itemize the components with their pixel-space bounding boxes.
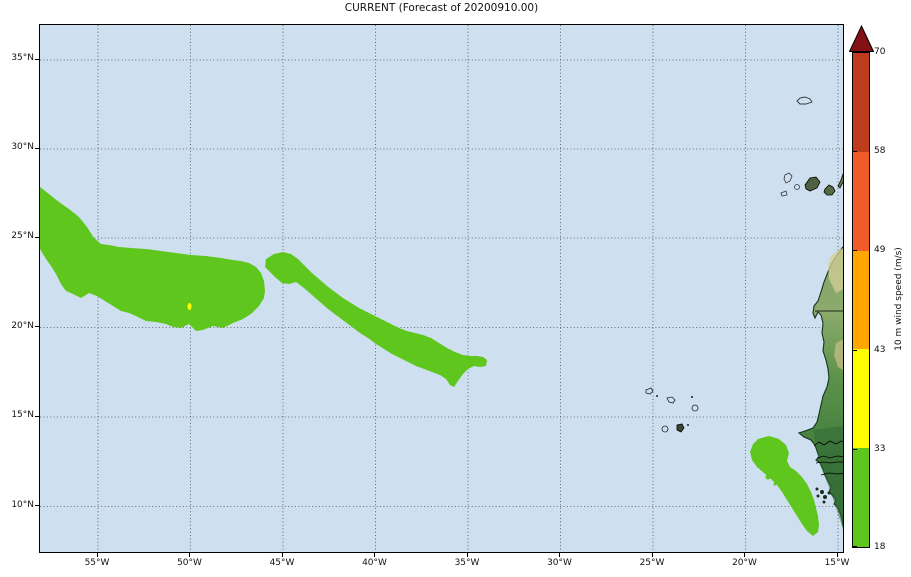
- colorbar-tick: [853, 349, 857, 351]
- y-tick-label: 35°N: [11, 53, 34, 63]
- cape-verde-island: [645, 387, 654, 395]
- figure-title: CURRENT (Forecast of 20200910.00): [344, 2, 539, 14]
- x-tick-label: 50°W: [177, 558, 202, 568]
- wind-blob-west: [40, 187, 265, 331]
- x-tick-label: 25°W: [639, 558, 665, 568]
- y-tick-label: 20°N: [11, 320, 34, 331]
- el-hierro-island: [780, 190, 788, 197]
- colorbar-over-arrow: [849, 25, 874, 52]
- cape-verde-islet: [656, 395, 658, 397]
- colorbar-tick: [853, 151, 857, 152]
- colorbar-axis-label: 10 m wind speed (m/s): [894, 247, 904, 351]
- y-axis-tick: [35, 58, 39, 60]
- wind-field-18-33: [40, 187, 819, 536]
- colorbar-segment-33-43: [853, 349, 869, 449]
- colorbar-tick-label: 43: [874, 344, 886, 355]
- wind-band-southeast: [265, 252, 487, 387]
- y-tick-label: 15°N: [11, 410, 34, 420]
- colorbar-tick-label: 33: [874, 443, 886, 454]
- y-axis-tick: [35, 415, 39, 417]
- gran-canaria-island: [823, 184, 836, 196]
- colorbar-segment-58-70: [853, 53, 869, 152]
- x-tick-label: 55°W: [84, 558, 110, 568]
- colorbar-tick-label: 70: [874, 47, 886, 57]
- madeira-island: [796, 96, 813, 105]
- bijagos-islets: [815, 487, 831, 504]
- wind-blob-senegal-offshore: [750, 436, 819, 536]
- cape-verde-islet: [687, 424, 689, 426]
- x-tick-label: 35°W: [454, 558, 480, 568]
- desert-highlight-north: [828, 248, 843, 293]
- colorbar-tick-label: 18: [874, 542, 886, 552]
- x-tick-label: 40°W: [362, 558, 387, 568]
- colorbar-segment-49-58: [853, 151, 869, 251]
- map-plot-area: [39, 24, 844, 553]
- x-axis-tick: [374, 553, 375, 557]
- cape-verde-island: [676, 423, 685, 433]
- wind-field-33-43-spot: [187, 303, 192, 310]
- colorbar-tick-label: 58: [874, 146, 886, 156]
- x-tick-label: 30°W: [547, 558, 572, 568]
- country-borders: [813, 310, 843, 476]
- colorbar-tick: [853, 448, 857, 450]
- colorbar-segment-18-33: [853, 448, 869, 547]
- x-tick-label: 45°W: [269, 558, 295, 568]
- west-africa-coast: [797, 246, 843, 530]
- y-axis-tick: [35, 147, 39, 149]
- cape-verde-island: [661, 425, 669, 433]
- colorbar-tick-label: 49: [874, 245, 886, 255]
- wind-speck: [773, 482, 777, 486]
- y-tick-label: 25°N: [11, 231, 34, 241]
- y-tick-label: 10°N: [11, 499, 34, 510]
- y-axis-tick: [35, 236, 39, 238]
- la-gomera-island: [794, 184, 800, 190]
- x-tick-label: 20°W: [732, 558, 757, 568]
- x-axis-tick: [836, 553, 838, 557]
- colorbar-segment-43-49: [853, 250, 869, 350]
- colorbar-tick: [853, 546, 857, 547]
- cape-verde-island: [666, 396, 676, 404]
- canary-islands: [780, 172, 843, 197]
- x-axis-tick: [651, 553, 653, 557]
- desert-highlight-mid: [834, 339, 843, 370]
- x-tick-label: 15°W: [824, 558, 850, 568]
- colorbar: [852, 52, 870, 548]
- dark-green-south: [813, 425, 843, 530]
- cape-verde-islet: [691, 396, 693, 398]
- x-axis-tick: [466, 553, 468, 557]
- x-axis-tick: [559, 553, 560, 557]
- x-axis-tick: [96, 553, 98, 557]
- wind-speck: [765, 474, 771, 480]
- la-palma-island: [783, 172, 793, 184]
- x-axis-tick: [281, 553, 283, 557]
- colorbar-tick: [853, 250, 857, 251]
- fuerteventura-lanzarote-islands: [837, 173, 843, 189]
- y-tick-label: 30°N: [11, 142, 34, 152]
- x-axis-tick: [744, 553, 745, 557]
- cape-verde-islands: [645, 387, 699, 433]
- y-axis-tick: [35, 505, 39, 506]
- cape-verde-island: [691, 404, 699, 412]
- tenerife-island: [804, 176, 821, 192]
- map-canvas: [40, 25, 843, 552]
- y-axis-tick: [35, 326, 39, 327]
- x-axis-tick: [189, 553, 190, 557]
